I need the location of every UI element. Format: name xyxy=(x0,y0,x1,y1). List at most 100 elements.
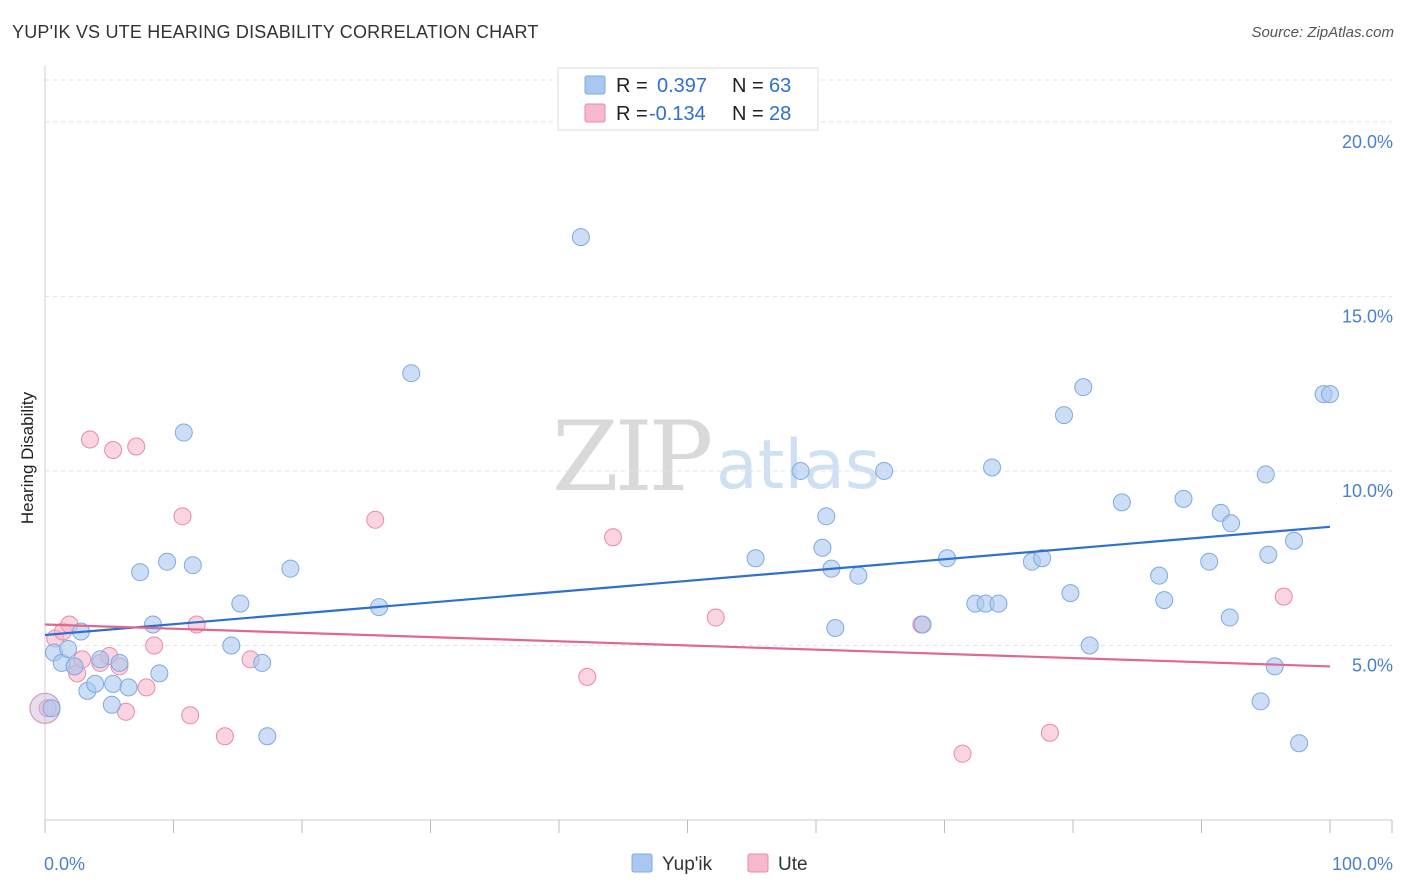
data-point xyxy=(253,653,272,672)
data-point xyxy=(1256,465,1275,484)
data-point xyxy=(706,608,725,627)
data-point xyxy=(578,667,597,686)
series-legend-label-ute: Ute xyxy=(778,854,808,875)
data-point xyxy=(1033,549,1052,568)
data-point xyxy=(215,727,234,746)
data-point xyxy=(1061,584,1080,603)
data-point xyxy=(983,458,1002,477)
data-point xyxy=(1150,566,1169,585)
data-point xyxy=(1074,378,1093,397)
legend-n-value-ute: 28 xyxy=(769,103,791,125)
data-point xyxy=(91,650,110,669)
data-point xyxy=(1285,531,1304,550)
data-point xyxy=(989,594,1008,613)
y-tick-label: 15.0% xyxy=(1342,306,1393,326)
data-point xyxy=(791,461,810,480)
data-point xyxy=(571,228,590,247)
data-point xyxy=(86,674,105,693)
x-tick-label-max: 100.0% xyxy=(1332,854,1393,874)
correlation-legend: R = 0.397 N = 63 R = -0.134 N = 28 xyxy=(557,67,819,131)
data-point xyxy=(231,594,250,613)
x-tick-label-min: 0.0% xyxy=(44,854,85,874)
data-point xyxy=(366,510,385,529)
series-legend-swatch-yupik xyxy=(631,853,653,873)
data-point xyxy=(746,549,765,568)
watermark-zip: ZIP xyxy=(552,401,711,513)
data-point xyxy=(59,639,78,658)
data-point xyxy=(104,674,123,693)
legend-r-label-yupik: R = xyxy=(616,75,648,97)
data-point xyxy=(1112,493,1131,512)
legend-n-value-yupik: 63 xyxy=(769,75,791,97)
data-point xyxy=(813,538,832,557)
legend-r-label-ute: R = xyxy=(616,103,648,125)
legend-swatch-yupik xyxy=(584,75,606,95)
data-point xyxy=(1040,723,1059,742)
data-point xyxy=(402,364,421,383)
legend-swatch-ute xyxy=(584,103,606,123)
data-point xyxy=(119,678,138,697)
data-point xyxy=(603,528,622,547)
legend-n-label-ute: N = xyxy=(732,103,764,125)
data-point xyxy=(173,507,192,526)
axes xyxy=(44,66,1393,833)
y-tick-labels: 5.0% 10.0% 15.0% 20.0% xyxy=(1342,132,1393,676)
data-point xyxy=(817,507,836,526)
data-point xyxy=(1274,587,1293,606)
data-point xyxy=(1174,489,1193,508)
trend-lines xyxy=(44,525,1331,668)
trend-line xyxy=(44,525,1331,637)
data-point xyxy=(258,727,277,746)
data-point xyxy=(158,552,177,571)
data-point xyxy=(127,437,146,456)
x-tick-labels: 0.0% 100.0% xyxy=(44,854,1393,874)
data-point xyxy=(1220,608,1239,627)
series-legend-swatch-ute xyxy=(747,853,769,873)
data-point xyxy=(875,461,894,480)
y-tick-label: 10.0% xyxy=(1342,481,1393,501)
data-point xyxy=(1251,692,1270,711)
data-point xyxy=(1265,657,1284,676)
data-point xyxy=(1321,385,1339,404)
series-yupik-points xyxy=(42,228,1339,753)
data-point xyxy=(42,699,61,718)
data-point xyxy=(1080,636,1099,655)
y-tick-label: 20.0% xyxy=(1342,132,1393,152)
data-point xyxy=(104,441,123,459)
legend-r-value-ute: -0.134 xyxy=(649,103,706,125)
data-point xyxy=(110,653,129,672)
data-point xyxy=(1259,545,1278,564)
data-point xyxy=(953,744,972,763)
data-point xyxy=(181,706,200,725)
legend-n-label-yupik: N = xyxy=(732,75,764,97)
data-point xyxy=(1200,552,1219,571)
chart-title: YUP'IK VS UTE HEARING DISABILITY CORRELA… xyxy=(12,22,539,42)
data-point xyxy=(80,430,99,449)
data-point xyxy=(849,566,868,585)
trend-line xyxy=(44,623,1331,668)
data-point xyxy=(1290,734,1309,753)
data-point xyxy=(150,664,169,683)
data-point xyxy=(131,563,150,582)
data-point xyxy=(913,615,932,634)
data-point xyxy=(183,556,202,575)
legend-r-value-yupik: 0.397 xyxy=(657,75,707,97)
series-legend: Yup'ik Ute xyxy=(631,853,808,875)
gridlines xyxy=(45,79,1392,646)
data-point xyxy=(826,619,845,638)
data-point xyxy=(102,695,121,714)
data-point xyxy=(145,636,164,655)
data-point xyxy=(222,636,241,655)
y-tick-label: 5.0% xyxy=(1352,655,1393,675)
y-axis-label: Hearing Disability xyxy=(18,391,37,524)
watermark: ZIP atlas xyxy=(552,401,880,513)
data-point xyxy=(281,559,300,578)
data-point xyxy=(1155,591,1174,610)
data-point xyxy=(65,657,84,676)
data-point xyxy=(1222,514,1241,533)
series-legend-label-yupik: Yup'ik xyxy=(662,854,713,875)
source-credit: Source: ZipAtlas.com xyxy=(1251,24,1394,41)
data-point xyxy=(174,423,193,442)
data-point xyxy=(1055,406,1074,425)
